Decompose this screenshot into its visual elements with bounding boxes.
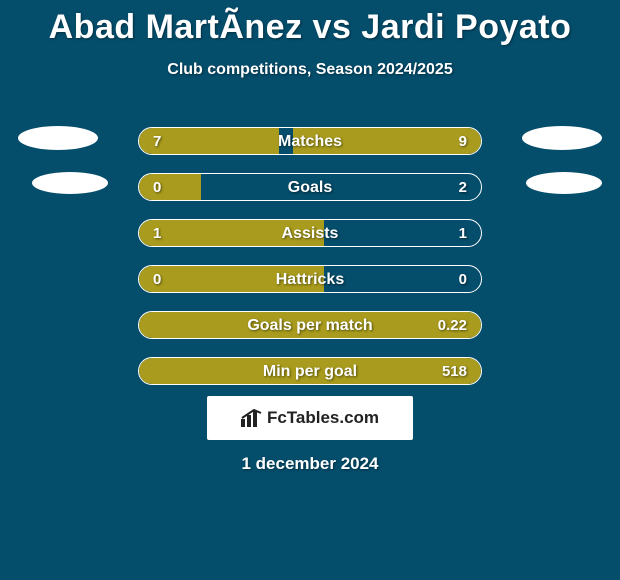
stat-label: Min per goal bbox=[139, 358, 481, 385]
stat-label: Goals bbox=[139, 174, 481, 201]
page-title: Abad MartÃ­nez vs Jardi Poyato bbox=[0, 0, 620, 47]
stat-row: 0.22Goals per match bbox=[0, 302, 620, 348]
credit-text: FcTables.com bbox=[267, 408, 379, 428]
stat-bar: 00Hattricks bbox=[138, 265, 482, 293]
stat-bar: 518Min per goal bbox=[138, 357, 482, 385]
stat-label: Matches bbox=[139, 128, 481, 155]
stat-row: 79Matches bbox=[0, 118, 620, 164]
stat-label: Assists bbox=[139, 220, 481, 247]
stat-label: Goals per match bbox=[139, 312, 481, 339]
stat-row: 518Min per goal bbox=[0, 348, 620, 394]
stat-bar: 02Goals bbox=[138, 173, 482, 201]
stat-row: 00Hattricks bbox=[0, 256, 620, 302]
stat-label: Hattricks bbox=[139, 266, 481, 293]
stat-row: 02Goals bbox=[0, 164, 620, 210]
subtitle: Club competitions, Season 2024/2025 bbox=[0, 61, 620, 79]
stat-bar: 11Assists bbox=[138, 219, 482, 247]
stat-row: 11Assists bbox=[0, 210, 620, 256]
stat-rows: 79Matches 02Goals 11Assists 00Hattricks 0.22… bbox=[0, 118, 620, 394]
date-label: 1 december 2024 bbox=[0, 454, 620, 474]
comparison-infographic: Abad MartÃ­nez vs Jardi Poyato Club comp… bbox=[0, 0, 620, 580]
stat-bar: 79Matches bbox=[138, 127, 482, 155]
credit-badge: FcTables.com bbox=[207, 396, 413, 440]
chart-icon bbox=[241, 409, 263, 427]
stat-bar: 0.22Goals per match bbox=[138, 311, 482, 339]
